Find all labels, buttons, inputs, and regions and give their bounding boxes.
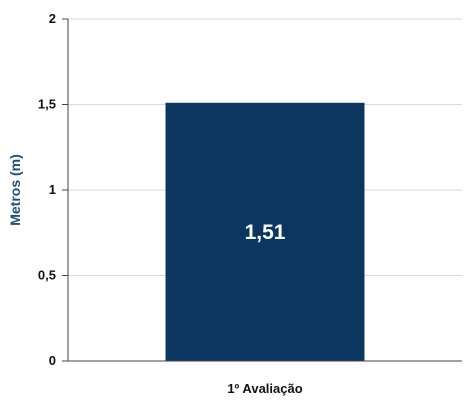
bar-data-label: 1,51 bbox=[245, 221, 286, 244]
y-tick-label: 0,5 bbox=[38, 268, 56, 283]
y-axis-ticks: 0 0,5 1 1,5 2 bbox=[38, 11, 68, 368]
y-tick-label: 1 bbox=[49, 182, 56, 197]
y-tick-label: 2 bbox=[49, 11, 56, 26]
y-tick-label: 0 bbox=[49, 353, 56, 368]
y-axis-title: Metros (m) bbox=[7, 154, 23, 226]
x-tick-label: 1º Avaliação bbox=[227, 381, 302, 396]
x-axis-labels: 1º Avaliação bbox=[227, 381, 302, 396]
y-tick-label: 1,5 bbox=[38, 97, 56, 112]
bar bbox=[165, 102, 365, 361]
bars: 1,51 bbox=[165, 102, 365, 361]
